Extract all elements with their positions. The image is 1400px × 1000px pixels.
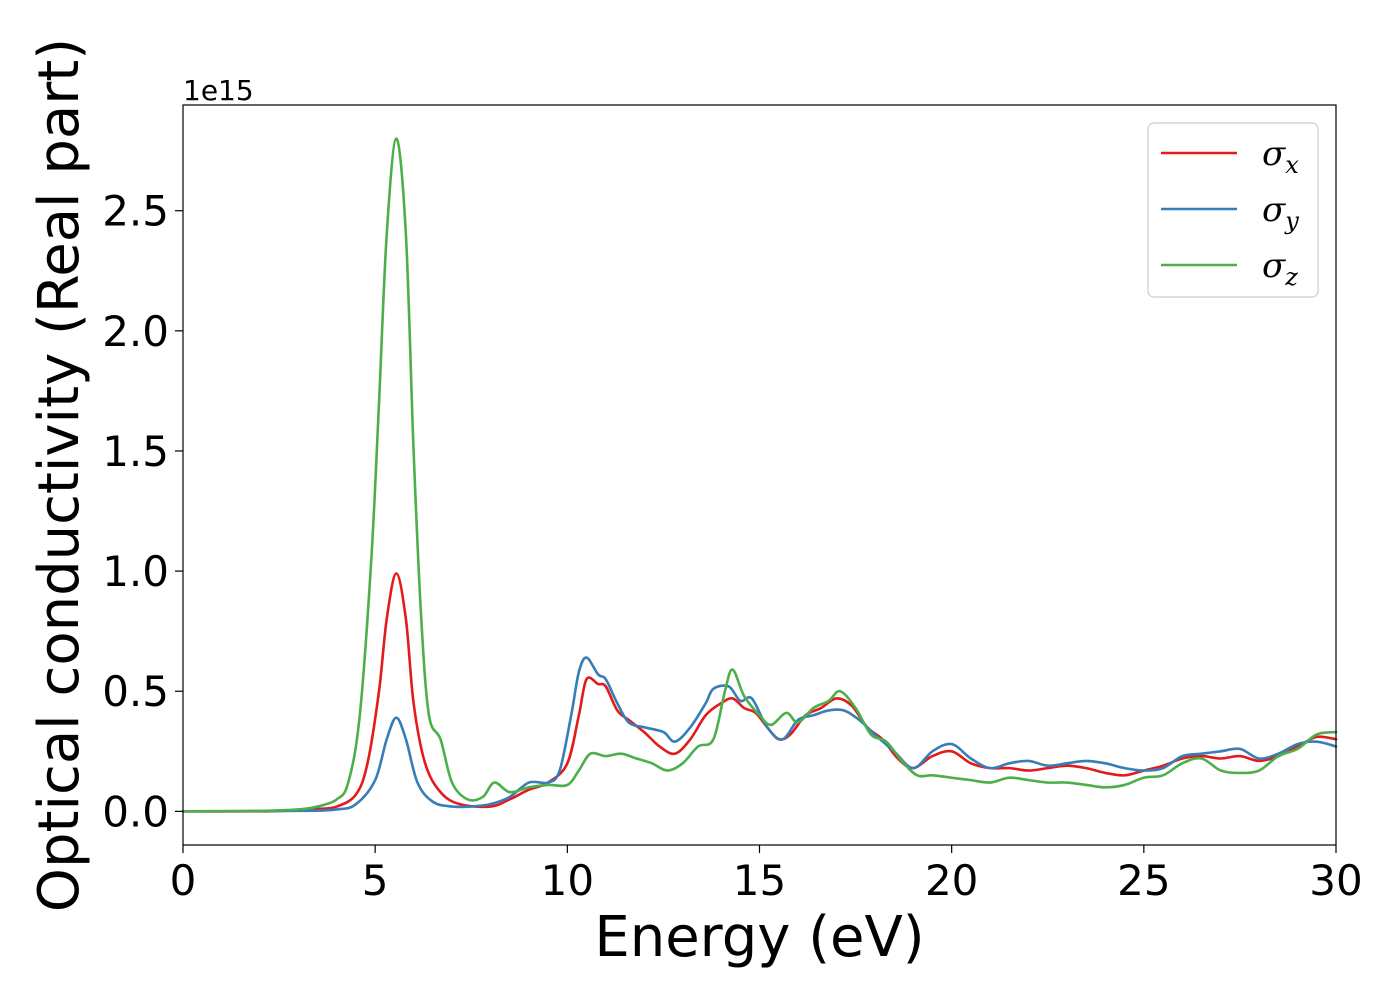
series-line-x [181,572,1338,813]
x-tick-label: 20 [925,856,978,905]
x-tick-label: 15 [733,856,786,905]
series-line-y [181,656,1338,813]
y-tick-label: 1.5 [102,427,169,476]
x-axis-ticks: 0 5 10 15 20 25 30 [170,845,1363,905]
y-tick-label: 0.5 [102,667,169,716]
x-tick-label: 25 [1117,856,1170,905]
y-axis-ticks: 0.0 0.5 1.0 1.5 2.0 2.5 [102,187,183,836]
y-offset-label: 1e15 [183,74,254,107]
x-tick-label: 5 [362,856,389,905]
y-tick-label: 0.0 [102,787,169,836]
x-tick-label: 10 [541,856,594,905]
y-tick-label: 1.0 [102,547,169,596]
y-axis-title: Optical conductivity (Real part) [27,38,92,912]
y-tick-label: 2.0 [102,307,169,356]
y-tick-label: 2.5 [102,187,169,236]
x-axis-title: Energy (eV) [594,905,924,970]
series-layer [181,137,1338,813]
x-tick-label: 30 [1309,856,1362,905]
x-tick-label: 0 [170,856,197,905]
series-line-z [181,137,1338,813]
